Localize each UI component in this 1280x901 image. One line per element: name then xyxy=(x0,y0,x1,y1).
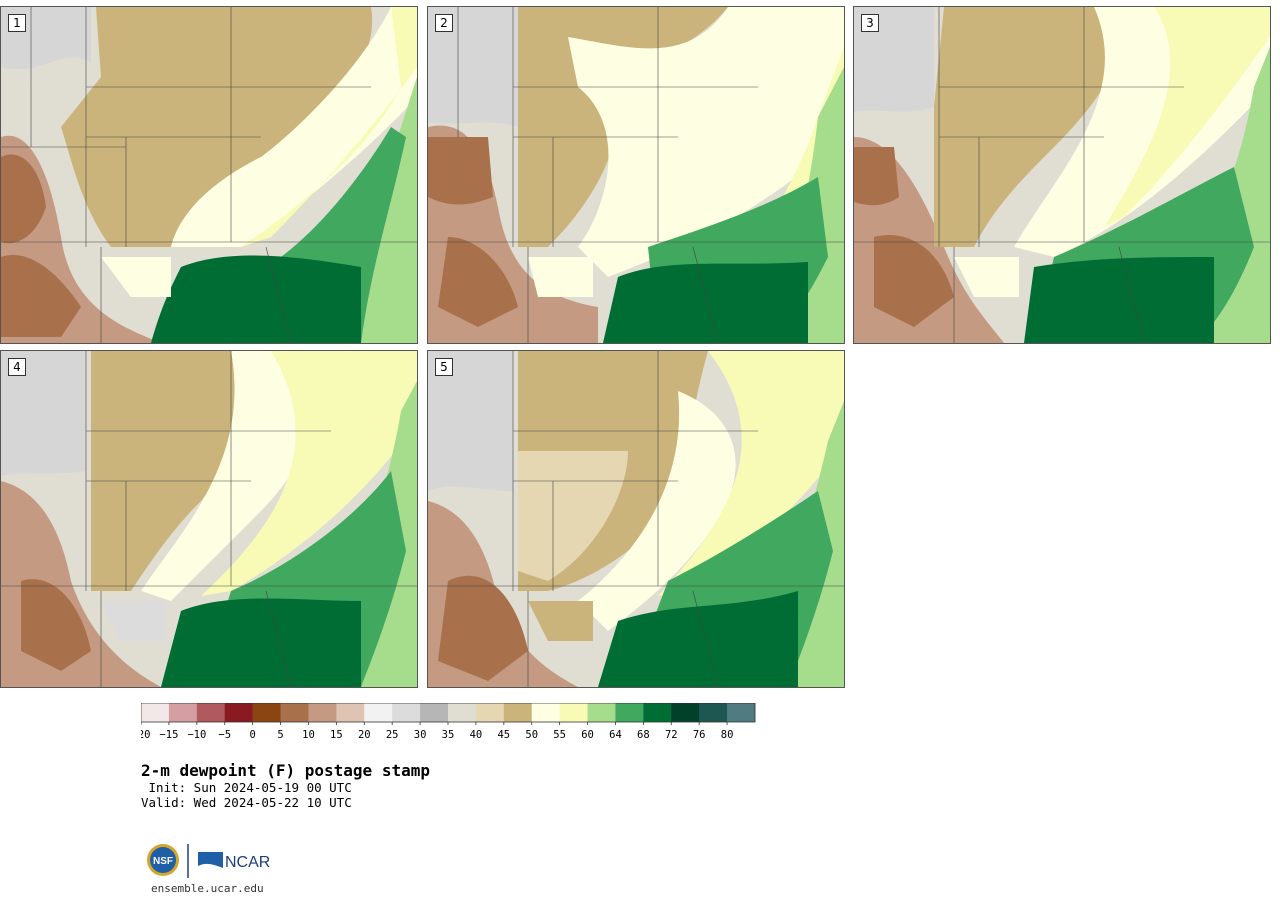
colorbar-swatch xyxy=(587,703,616,722)
colorbar-swatch xyxy=(559,703,588,722)
colorbar-swatch xyxy=(196,703,226,722)
colorbar-swatch xyxy=(336,703,365,722)
panel-number-label: 1 xyxy=(8,14,26,32)
colorbar-tick-label: 20 xyxy=(358,729,371,741)
colorbar-swatch xyxy=(141,703,170,722)
colorbar-tick-label: 50 xyxy=(525,729,538,741)
dewpoint-map-3 xyxy=(854,7,1270,343)
colorbar-tick-label: 72 xyxy=(665,729,678,741)
colorbar-tick-label: −15 xyxy=(159,729,178,741)
colorbar-tick-label: 55 xyxy=(553,729,566,741)
dewpoint-colorbar: −20 −15 −10 −5 0 5 10 15 20 25 30 35 40 45 50 55 60 64 68 7… xyxy=(141,703,756,743)
colorbar-swatch xyxy=(280,703,309,722)
colorbar-swatch xyxy=(364,703,393,722)
panel-number-label: 2 xyxy=(435,14,453,32)
colorbar-tick-label: 25 xyxy=(386,729,399,741)
colorbar-swatch xyxy=(392,703,421,722)
colorbar-swatch xyxy=(643,703,672,722)
colorbar-tick-label: 64 xyxy=(609,729,622,741)
init-time-text: Init: Sun 2024-05-19 00 UTC xyxy=(141,780,352,795)
map-panel-2: 2 xyxy=(427,6,845,344)
colorbar-tick-label: 68 xyxy=(637,729,650,741)
colorbar-tick-label: 80 xyxy=(721,729,734,741)
chart-title: 2-m dewpoint (F) postage stamp xyxy=(141,761,430,780)
colorbar-svg: −20 −15 −10 −5 0 5 10 15 20 25 30 35 40 45 50 55 60 64 68 7… xyxy=(141,703,756,741)
map-panel-5: 5 xyxy=(427,350,845,688)
panel-number-label: 4 xyxy=(8,358,26,376)
valid-time-text: Valid: Wed 2024-05-22 10 UTC xyxy=(141,795,352,810)
colorbar-swatch xyxy=(308,703,337,722)
colorbar-tick-label: −10 xyxy=(187,729,206,741)
colorbar-tick-label: 45 xyxy=(497,729,510,741)
colorbar-tick-label: 30 xyxy=(414,729,427,741)
colorbar-swatch xyxy=(475,703,505,722)
colorbar-swatch xyxy=(531,703,560,722)
website-url: ensemble.ucar.edu xyxy=(151,882,264,895)
colorbar-swatch xyxy=(727,703,756,722)
colorbar-tick-label: −5 xyxy=(218,729,231,741)
colorbar-tick-label: 76 xyxy=(693,729,706,741)
nsf-ncar-logo: NSF NCAR xyxy=(143,842,278,882)
dewpoint-map-1 xyxy=(1,7,417,343)
svg-text:NCAR: NCAR xyxy=(225,854,270,871)
colorbar-tick-label: −20 xyxy=(141,729,150,741)
panel-number-label: 5 xyxy=(435,358,453,376)
colorbar-swatch xyxy=(615,703,644,722)
colorbar-swatch xyxy=(420,703,449,722)
nsf-logo: NSF xyxy=(147,844,179,876)
svg-text:NSF: NSF xyxy=(153,856,173,867)
colorbar-tick-label: 60 xyxy=(581,729,594,741)
dewpoint-map-2 xyxy=(428,7,844,343)
colorbar-tick-label: 15 xyxy=(330,729,343,741)
dewpoint-map-5 xyxy=(428,351,844,687)
colorbar-tick-label: 0 xyxy=(249,729,255,741)
colorbar-tick-label: 35 xyxy=(442,729,455,741)
colorbar-tick-label: 5 xyxy=(277,729,283,741)
map-panel-4: 4 xyxy=(0,350,418,688)
colorbar-swatch xyxy=(699,703,728,722)
colorbar-tick-label: 40 xyxy=(470,729,483,741)
map-panel-1: 1 xyxy=(0,6,418,344)
ncar-logo: NCAR xyxy=(198,852,270,871)
panel-number-label: 3 xyxy=(861,14,879,32)
colorbar-swatch xyxy=(448,703,477,722)
dewpoint-map-4 xyxy=(1,351,417,687)
colorbar-swatch xyxy=(671,703,700,722)
colorbar-tick-label: 10 xyxy=(302,729,315,741)
colorbar-swatch xyxy=(168,703,198,722)
map-panel-3: 3 xyxy=(853,6,1271,344)
colorbar-swatch xyxy=(224,703,253,722)
colorbar-swatch xyxy=(503,703,533,722)
colorbar-swatch xyxy=(252,703,281,722)
